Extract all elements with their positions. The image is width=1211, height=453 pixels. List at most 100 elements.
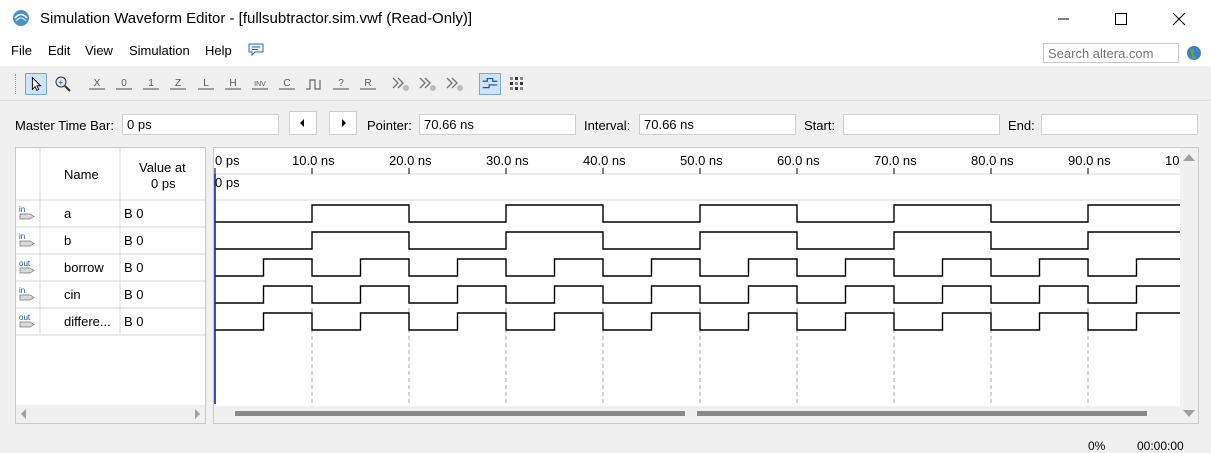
scroll-left-icon[interactable] bbox=[21, 409, 26, 419]
name-column-header[interactable]: Name bbox=[64, 167, 99, 182]
waveform-cin[interactable] bbox=[215, 285, 1182, 304]
next-transition-button[interactable] bbox=[329, 111, 357, 135]
minimize-button[interactable] bbox=[1040, 6, 1086, 32]
menu-bar: File Edit View Simulation Help bbox=[0, 38, 1211, 66]
waveform-differe[interactable] bbox=[215, 312, 1182, 331]
arrow-right-icon bbox=[342, 119, 346, 127]
time-tick-label: 60.0 ns bbox=[777, 153, 820, 168]
master-time-bar-label: Master Time Bar: bbox=[15, 118, 114, 133]
force-low-icon[interactable]: 0 bbox=[113, 73, 135, 95]
arbitrary-value-icon[interactable]: R bbox=[357, 73, 379, 95]
value-column-header-line1: Value at bbox=[139, 160, 186, 175]
waveform-toolbar: + X 0 1 Z L H INV C? R bbox=[0, 68, 1211, 101]
random-values-icon[interactable]: ? bbox=[330, 73, 352, 95]
signal-value: B 0 bbox=[124, 206, 144, 221]
svg-text:L: L bbox=[203, 78, 209, 89]
scroll-down-icon[interactable] bbox=[1183, 410, 1195, 417]
interval-field[interactable]: 70.66 ns bbox=[639, 114, 796, 135]
progress-status: 0% bbox=[1088, 439, 1106, 453]
maximize-button[interactable] bbox=[1098, 6, 1144, 32]
svg-text:+: + bbox=[59, 78, 64, 87]
globe-icon[interactable] bbox=[1186, 45, 1202, 61]
signal-name: differe... bbox=[64, 314, 111, 329]
master-time-bar-field[interactable]: 0 ps bbox=[122, 114, 279, 135]
menu-edit[interactable]: Edit bbox=[48, 43, 71, 58]
output-pin-icon: out bbox=[19, 313, 35, 328]
overwrite-clock-icon[interactable] bbox=[303, 73, 325, 95]
input-pin-icon: in bbox=[19, 205, 35, 220]
svg-text:INV: INV bbox=[254, 81, 266, 88]
svg-text:in: in bbox=[19, 286, 25, 295]
weak-high-icon[interactable]: H bbox=[222, 73, 244, 95]
pointer-field[interactable]: 70.66 ns bbox=[419, 114, 576, 135]
waveform-borrow[interactable] bbox=[215, 258, 1182, 277]
signal-list-panel: Name Value at 0 ps in a B 0 in b B 0 out borrow… bbox=[15, 147, 206, 424]
toolbar-grip bbox=[15, 74, 17, 94]
time-tick-label: 20.0 ns bbox=[389, 153, 432, 168]
previous-transition-button[interactable] bbox=[289, 111, 317, 135]
force-high-icon[interactable]: 1 bbox=[140, 73, 162, 95]
svg-text:Z: Z bbox=[175, 78, 181, 89]
cursor-time-label: 0 ps bbox=[215, 175, 240, 190]
scroll-up-icon[interactable] bbox=[1183, 154, 1195, 161]
output-pin-icon: out bbox=[19, 259, 35, 274]
waveform-compare-icon[interactable] bbox=[479, 73, 501, 95]
waveform-panel: 0 ps 10.0 ns 20.0 ns 30.0 ns 40.0 ns 50.0 ns 6… bbox=[213, 147, 1211, 424]
signal-name: borrow bbox=[64, 260, 104, 275]
svg-text:1: 1 bbox=[148, 78, 154, 89]
arrow-left-icon bbox=[300, 119, 304, 127]
signal-name: a bbox=[64, 206, 72, 221]
selection-tool-icon[interactable] bbox=[25, 73, 47, 95]
signal-value: B 0 bbox=[124, 233, 144, 248]
signal-value: B 0 bbox=[124, 287, 144, 302]
time-tick-label: 0 ps bbox=[215, 153, 240, 168]
window-title: Simulation Waveform Editor - [fullsubtra… bbox=[40, 10, 473, 27]
scroll-right-icon[interactable] bbox=[195, 409, 200, 419]
menu-simulation[interactable]: Simulation bbox=[129, 43, 190, 58]
menu-view[interactable]: View bbox=[85, 43, 113, 58]
run-functional-simulation-icon[interactable] bbox=[390, 73, 412, 95]
signal-row-3[interactable]: out borrow B 0 bbox=[16, 259, 205, 282]
signal-row-2[interactable]: in b B 0 bbox=[16, 232, 205, 255]
time-tick-label: 70.0 ns bbox=[874, 153, 917, 168]
signal-value: B 0 bbox=[124, 314, 144, 329]
svg-text:H: H bbox=[229, 78, 236, 89]
signal-row-5[interactable]: out differe... B 0 bbox=[16, 313, 205, 336]
search-input[interactable] bbox=[1043, 43, 1179, 63]
svg-text:X: X bbox=[94, 78, 101, 89]
waveform-canvas[interactable]: 0 ps 10.0 ns 20.0 ns 30.0 ns 40.0 ns 50.0 ns 6… bbox=[214, 148, 1211, 423]
force-unknown-icon[interactable]: X bbox=[86, 73, 108, 95]
invert-icon[interactable]: INV bbox=[249, 73, 271, 95]
signal-row-1[interactable]: in a B 0 bbox=[16, 205, 205, 228]
app-logo-icon bbox=[13, 10, 29, 26]
waveform-b[interactable] bbox=[215, 231, 1182, 250]
grid-snap-icon[interactable] bbox=[506, 73, 528, 95]
svg-text:out: out bbox=[19, 313, 31, 322]
force-high-impedance-icon[interactable]: Z bbox=[167, 73, 189, 95]
signal-row-4[interactable]: in cin B 0 bbox=[16, 286, 205, 309]
input-pin-icon: in bbox=[19, 286, 35, 301]
end-field[interactable] bbox=[1041, 114, 1198, 135]
feedback-icon[interactable] bbox=[248, 43, 264, 57]
menu-help[interactable]: Help bbox=[205, 43, 232, 58]
input-pin-icon: in bbox=[19, 232, 35, 247]
svg-text:in: in bbox=[19, 232, 25, 241]
signal-value: B 0 bbox=[124, 260, 144, 275]
horizontal-scrollbar-right[interactable] bbox=[697, 411, 1147, 416]
weak-low-icon[interactable]: L bbox=[195, 73, 217, 95]
generate-netlist-icon[interactable] bbox=[444, 73, 466, 95]
waveform-a[interactable] bbox=[215, 204, 1182, 223]
close-button[interactable] bbox=[1156, 6, 1202, 32]
time-tick-label: 10.0 ns bbox=[292, 153, 335, 168]
count-value-icon[interactable]: C bbox=[276, 73, 298, 95]
title-bar: Simulation Waveform Editor - [fullsubtra… bbox=[0, 0, 1211, 38]
horizontal-scrollbar-left[interactable] bbox=[235, 411, 685, 416]
run-timing-simulation-icon[interactable] bbox=[417, 73, 439, 95]
menu-file[interactable]: File bbox=[11, 43, 32, 58]
time-tick-label: 80.0 ns bbox=[971, 153, 1014, 168]
start-field[interactable] bbox=[843, 114, 1000, 135]
time-tick-label: 30.0 ns bbox=[486, 153, 529, 168]
svg-text:0: 0 bbox=[121, 78, 127, 89]
time-control-bar: Master Time Bar: 0 ps Pointer: 70.66 ns … bbox=[0, 106, 1211, 142]
zoom-tool-icon[interactable]: + bbox=[52, 73, 74, 95]
